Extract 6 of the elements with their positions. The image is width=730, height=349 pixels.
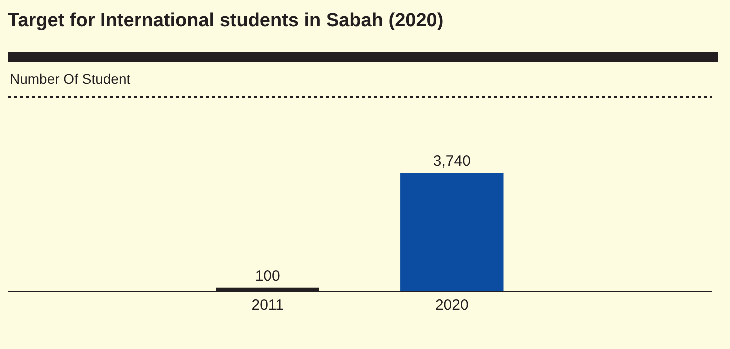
chart-title: Target for International students in Sabah (2020): [8, 10, 444, 32]
x-tick-label: 2020: [435, 297, 469, 314]
data-label: 3,740: [433, 153, 471, 170]
x-tick-label: 2011: [252, 297, 284, 314]
data-label: 100: [255, 268, 280, 285]
text: Number Of Student: [10, 71, 131, 87]
